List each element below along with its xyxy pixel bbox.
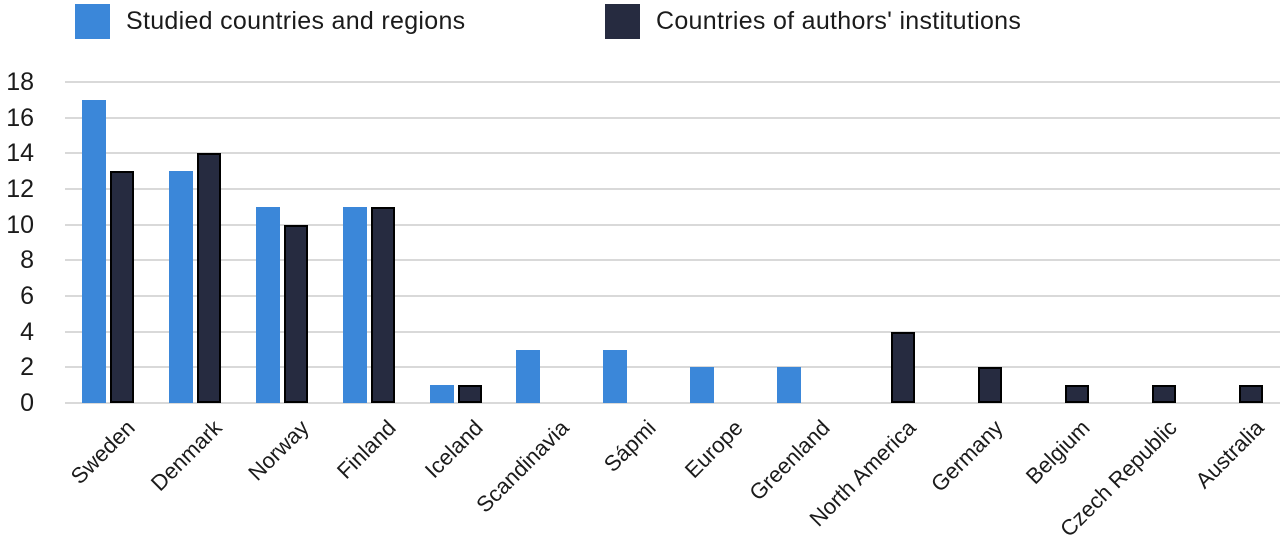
- x-axis-label-s-pmi: Sápmi: [598, 415, 661, 477]
- bar-greenland-studied: [776, 367, 801, 403]
- x-axis-label-finland: Finland: [331, 415, 401, 484]
- gridline-2: [65, 366, 1280, 369]
- bar-iceland-studied: [429, 385, 454, 403]
- gridline-6: [65, 295, 1280, 297]
- bar-s-pmi-studied: [603, 349, 628, 403]
- gridline-8: [65, 259, 1280, 262]
- gridline-0: [65, 402, 1280, 404]
- x-axis-label-germany: Germany: [926, 415, 1008, 497]
- gridline-10: [65, 223, 1280, 226]
- x-axis-label-denmark: Denmark: [146, 415, 227, 496]
- x-axis-label-europe: Europe: [679, 415, 748, 483]
- gridline-12: [65, 188, 1280, 190]
- y-axis-tick-label: 2: [20, 353, 34, 382]
- x-axis-label-australia: Australia: [1190, 415, 1269, 494]
- legend-label-authors: Countries of authors' institutions: [656, 7, 1022, 35]
- bar-europe-studied: [689, 367, 714, 403]
- bar-iceland-authors: [457, 385, 482, 403]
- bar-finland-studied: [342, 206, 367, 403]
- gridline-18: [65, 81, 1280, 83]
- gridline-16: [65, 116, 1280, 119]
- y-axis-tick-label: 18: [6, 68, 34, 96]
- y-axis-tick-label: 0: [20, 389, 34, 417]
- bar-sweden-authors: [110, 171, 135, 403]
- bar-denmark-studied: [169, 171, 194, 403]
- legend-swatch-authors: [605, 4, 640, 39]
- bar-denmark-authors: [197, 153, 222, 403]
- x-axis-label-iceland: Iceland: [419, 415, 488, 483]
- x-axis-label-norway: Norway: [243, 415, 314, 486]
- y-axis-tick-label: 12: [6, 175, 34, 203]
- y-axis-tick-label: 6: [20, 282, 34, 310]
- bar-germany-authors: [978, 367, 1003, 403]
- gridline-4: [65, 330, 1280, 333]
- y-axis-tick-label: 8: [20, 246, 34, 275]
- bar-north-america-authors: [891, 331, 916, 403]
- x-axis-label-scandinavia: Scandinavia: [471, 415, 574, 518]
- x-axis-label-sweden: Sweden: [66, 415, 141, 489]
- legend-item-authors: Countries of authors' institutions: [605, 4, 1021, 39]
- bar-czech-republic-authors: [1151, 385, 1176, 403]
- bar-australia-authors: [1238, 385, 1263, 403]
- y-axis-tick-label: 10: [6, 210, 34, 239]
- legend-swatch-studied: [75, 4, 110, 39]
- legend-label-studied: Studied countries and regions: [126, 7, 466, 35]
- x-axis-label-greenland: Greenland: [744, 415, 835, 506]
- y-axis-tick-label: 4: [20, 317, 34, 346]
- y-axis-tick-label: 16: [6, 103, 34, 132]
- plot-area: [65, 81, 1280, 404]
- x-axis-label-belgium: Belgium: [1020, 415, 1095, 489]
- bar-norway-authors: [283, 224, 308, 403]
- legend-item-studied: Studied countries and regions: [75, 4, 465, 39]
- bar-norway-studied: [255, 206, 280, 403]
- bar-finland-authors: [370, 206, 395, 403]
- gridline-14: [65, 152, 1280, 155]
- bar-belgium-authors: [1065, 385, 1090, 403]
- bar-sweden-studied: [82, 99, 107, 403]
- y-axis-tick-label: 14: [6, 139, 34, 168]
- bar-scandinavia-studied: [516, 349, 541, 403]
